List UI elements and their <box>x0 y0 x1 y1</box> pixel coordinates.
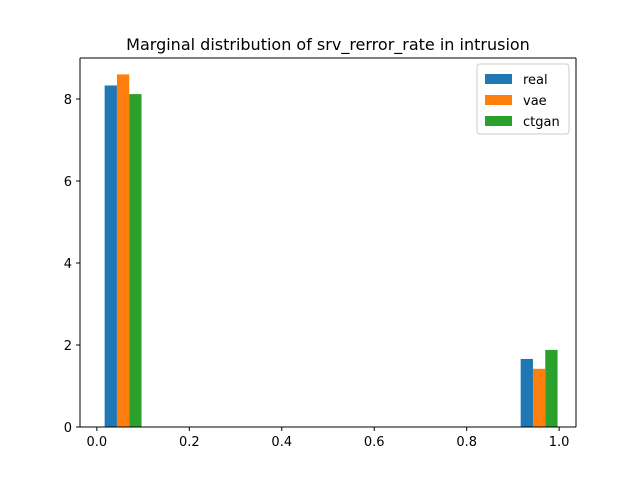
bar-vae-1 <box>532 368 546 427</box>
y-tick-label: 8 <box>64 93 72 108</box>
legend-label-real: real <box>523 73 548 88</box>
y-tick-label: 6 <box>64 175 72 190</box>
legend-label-vae: vae <box>523 94 547 109</box>
axes-group: 0.0 0.2 0.4 0.6 0.8 1.0 0 2 4 6 8 <box>64 57 577 450</box>
bar-vae-0 <box>116 74 130 428</box>
bars-group <box>104 74 558 428</box>
legend-label-ctgan: ctgan <box>523 115 560 130</box>
x-tick-label: 0.4 <box>271 435 292 450</box>
x-tick-label: 0.6 <box>364 435 385 450</box>
x-tick-label: 0.0 <box>87 435 108 450</box>
x-tick-label: 0.8 <box>456 435 477 450</box>
bar-ctgan-0 <box>129 94 142 427</box>
x-tick-label: 0.2 <box>179 435 200 450</box>
legend-swatch-vae <box>485 95 512 105</box>
x-tick-label: 1.0 <box>549 435 570 450</box>
bar-real-1 <box>520 358 533 427</box>
legend-swatch-real <box>485 74 512 84</box>
legend-swatch-ctgan <box>485 116 512 126</box>
y-tick-label: 0 <box>64 421 72 436</box>
y-tick-label: 4 <box>64 257 72 272</box>
bar-ctgan-1 <box>545 349 558 427</box>
bar-real-0 <box>104 85 117 427</box>
chart-title: Marginal distribution of srv_rerror_rate… <box>126 35 530 55</box>
y-tick-label: 2 <box>64 339 72 354</box>
legend: real vae ctgan <box>476 63 570 135</box>
